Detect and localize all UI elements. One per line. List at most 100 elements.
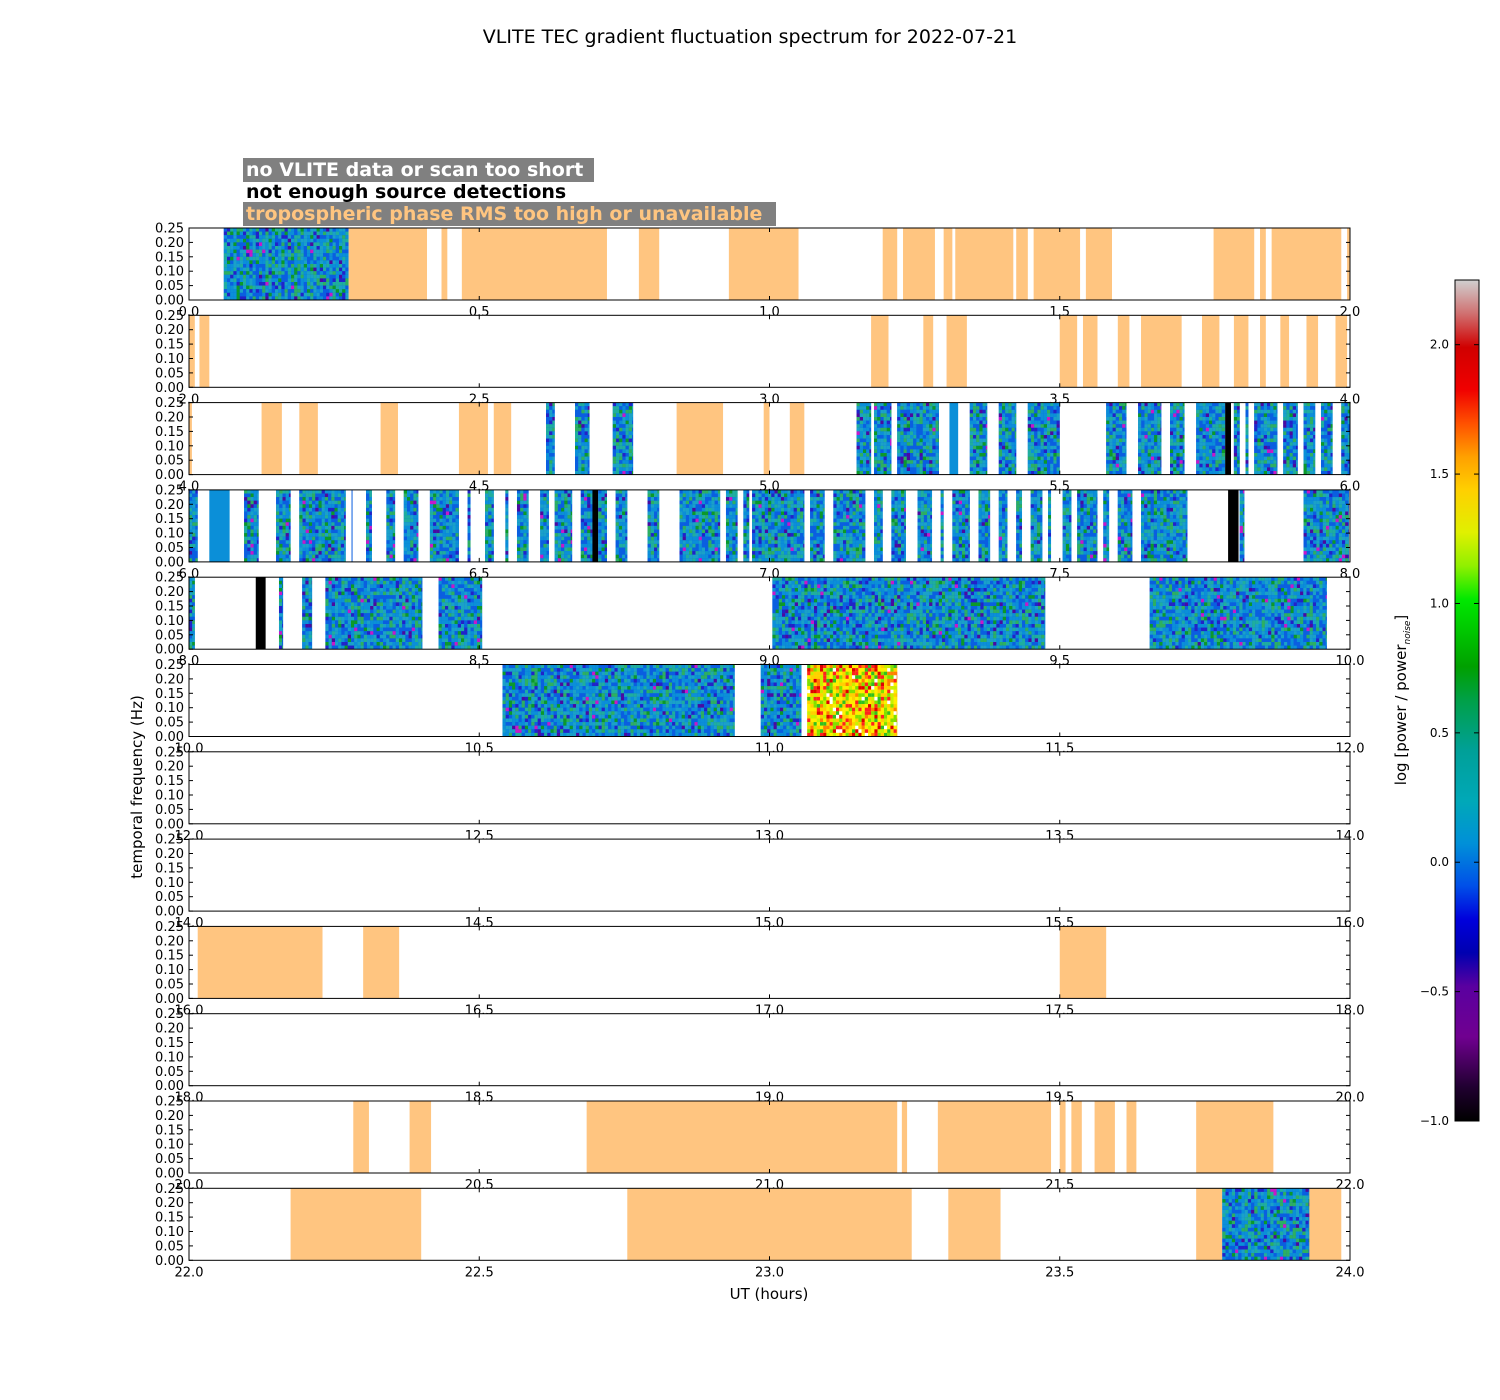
troposphere-span (1094, 1101, 1115, 1173)
y-tick-label: 0.10 (155, 1138, 184, 1153)
spectrum-span (1303, 402, 1316, 475)
legend-box-troposphere (243, 202, 776, 226)
spectrum-span (873, 402, 892, 475)
spectrum-span (1233, 402, 1240, 475)
spectrum-span (516, 489, 529, 562)
troposphere-span (901, 1101, 908, 1173)
troposphere-span (1117, 315, 1130, 388)
spectrum-span (278, 577, 284, 650)
spectrum-span (244, 489, 259, 562)
troposphere-span (461, 228, 607, 300)
spectrum-span (725, 489, 738, 562)
spectrum-span (940, 489, 944, 562)
y-tick-label: 0.00 (155, 992, 184, 1007)
spectrum-span (891, 489, 906, 562)
spectrum-span (615, 489, 628, 562)
y-tick-label: 0.25 (155, 309, 184, 324)
y-tick-label: 0.20 (155, 411, 184, 426)
y-tick-label: 0.15 (155, 1123, 184, 1138)
spectrum-span (554, 489, 573, 562)
troposphere-span (1271, 228, 1342, 300)
troposphere-span (458, 402, 488, 475)
spectrum-span (743, 489, 750, 562)
spectrum-span (833, 489, 866, 562)
spectrum-span (1170, 402, 1185, 475)
spectrum-span (1048, 489, 1052, 562)
spectrum-span (679, 489, 721, 562)
y-tick-label: 0.05 (155, 1152, 184, 1167)
spectrum-span (952, 489, 970, 562)
high-power-spectrum-span (807, 664, 898, 737)
spectrum-span (276, 489, 291, 562)
chart-title: VLITE TEC gradient fluctuation spectrum … (483, 26, 1017, 48)
y-tick-label: 0.05 (155, 890, 184, 905)
spectrum-span (299, 489, 346, 562)
y-axis-label: temporal frequency (Hz) (128, 695, 146, 879)
colorbar-tick-label: 2.0 (1430, 338, 1449, 352)
y-tick-label: 0.20 (155, 847, 184, 862)
spectrum-span (1239, 489, 1245, 562)
y-tick-label: 0.10 (155, 1225, 184, 1240)
troposphere-span (1082, 315, 1098, 388)
y-tick-label: 0.10 (155, 963, 184, 978)
x-tick-label: 22.5 (465, 1265, 494, 1280)
spectrum-span (1320, 402, 1333, 475)
spectrum-span (1027, 402, 1060, 475)
y-tick-label: 0.00 (155, 817, 184, 832)
panel-2: 0.000.050.100.150.200.254.0 4.5 5.0 5.5 6.0 (155, 396, 1360, 495)
spectrum-span (1117, 489, 1133, 562)
troposphere-span (1085, 228, 1112, 300)
troposphere-span (353, 1101, 369, 1173)
panel-background (189, 1013, 1350, 1086)
troposphere-span (955, 228, 1014, 300)
legend-troposphere: tropospheric phase RMS too high or unava… (246, 203, 762, 225)
spectrum-span (1141, 489, 1188, 562)
spectrum-span (546, 402, 555, 475)
y-tick-label: 0.15 (155, 338, 184, 353)
x-tick-label: 22.0 (175, 1265, 204, 1280)
troposphere-span (1196, 1101, 1274, 1173)
colorbar-tick-label: 1.0 (1430, 596, 1449, 610)
troposphere-span (189, 315, 195, 388)
y-tick-label: 0.05 (155, 628, 184, 643)
troposphere-span (943, 228, 953, 300)
spectrum-span (897, 402, 940, 475)
y-tick-label: 0.25 (155, 1095, 184, 1110)
y-tick-label: 0.25 (155, 833, 184, 848)
troposphere-span (1306, 315, 1319, 388)
troposphere-span (1059, 315, 1078, 388)
low-power-span (255, 577, 266, 650)
spectrum-span (502, 664, 735, 737)
spectrum-span (998, 489, 1008, 562)
legend: no VLITE data or scan too short not enou… (243, 158, 776, 226)
low-power-span (1228, 489, 1239, 562)
y-tick-label: 0.25 (155, 920, 184, 935)
y-tick-label: 0.20 (155, 672, 184, 687)
troposphere-span (627, 1188, 912, 1261)
legend-no-detections: not enough source detections (246, 181, 566, 203)
y-tick-label: 0.05 (155, 1065, 184, 1080)
troposphere-span (1033, 228, 1081, 300)
troposphere-span (1201, 315, 1220, 388)
y-tick-label: 0.20 (155, 760, 184, 775)
x-tick-label: 23.0 (755, 1265, 784, 1280)
colorbar-gradient (1454, 279, 1480, 1122)
y-tick-label: 0.15 (155, 1036, 184, 1051)
troposphere-span (937, 1101, 1052, 1173)
y-tick-label: 0.05 (155, 716, 184, 731)
y-tick-label: 0.20 (155, 323, 184, 338)
troposphere-span (1280, 315, 1290, 388)
y-tick-label: 0.15 (155, 425, 184, 440)
x-tick-label: 24.0 (1336, 1265, 1365, 1280)
y-tick-label: 0.10 (155, 876, 184, 891)
colorbar-label-main: log [power / power (1392, 644, 1410, 786)
colorbar-ticks: −1.0 −0.5 0.0 0.5 1.0 1.5 2.0 (1420, 338, 1479, 1128)
y-tick-label: 0.25 (155, 222, 184, 237)
spectrum-span (810, 489, 825, 562)
spectrum-span (1149, 577, 1327, 650)
y-tick-label: 0.05 (155, 454, 184, 469)
spectrum-span (647, 489, 660, 562)
